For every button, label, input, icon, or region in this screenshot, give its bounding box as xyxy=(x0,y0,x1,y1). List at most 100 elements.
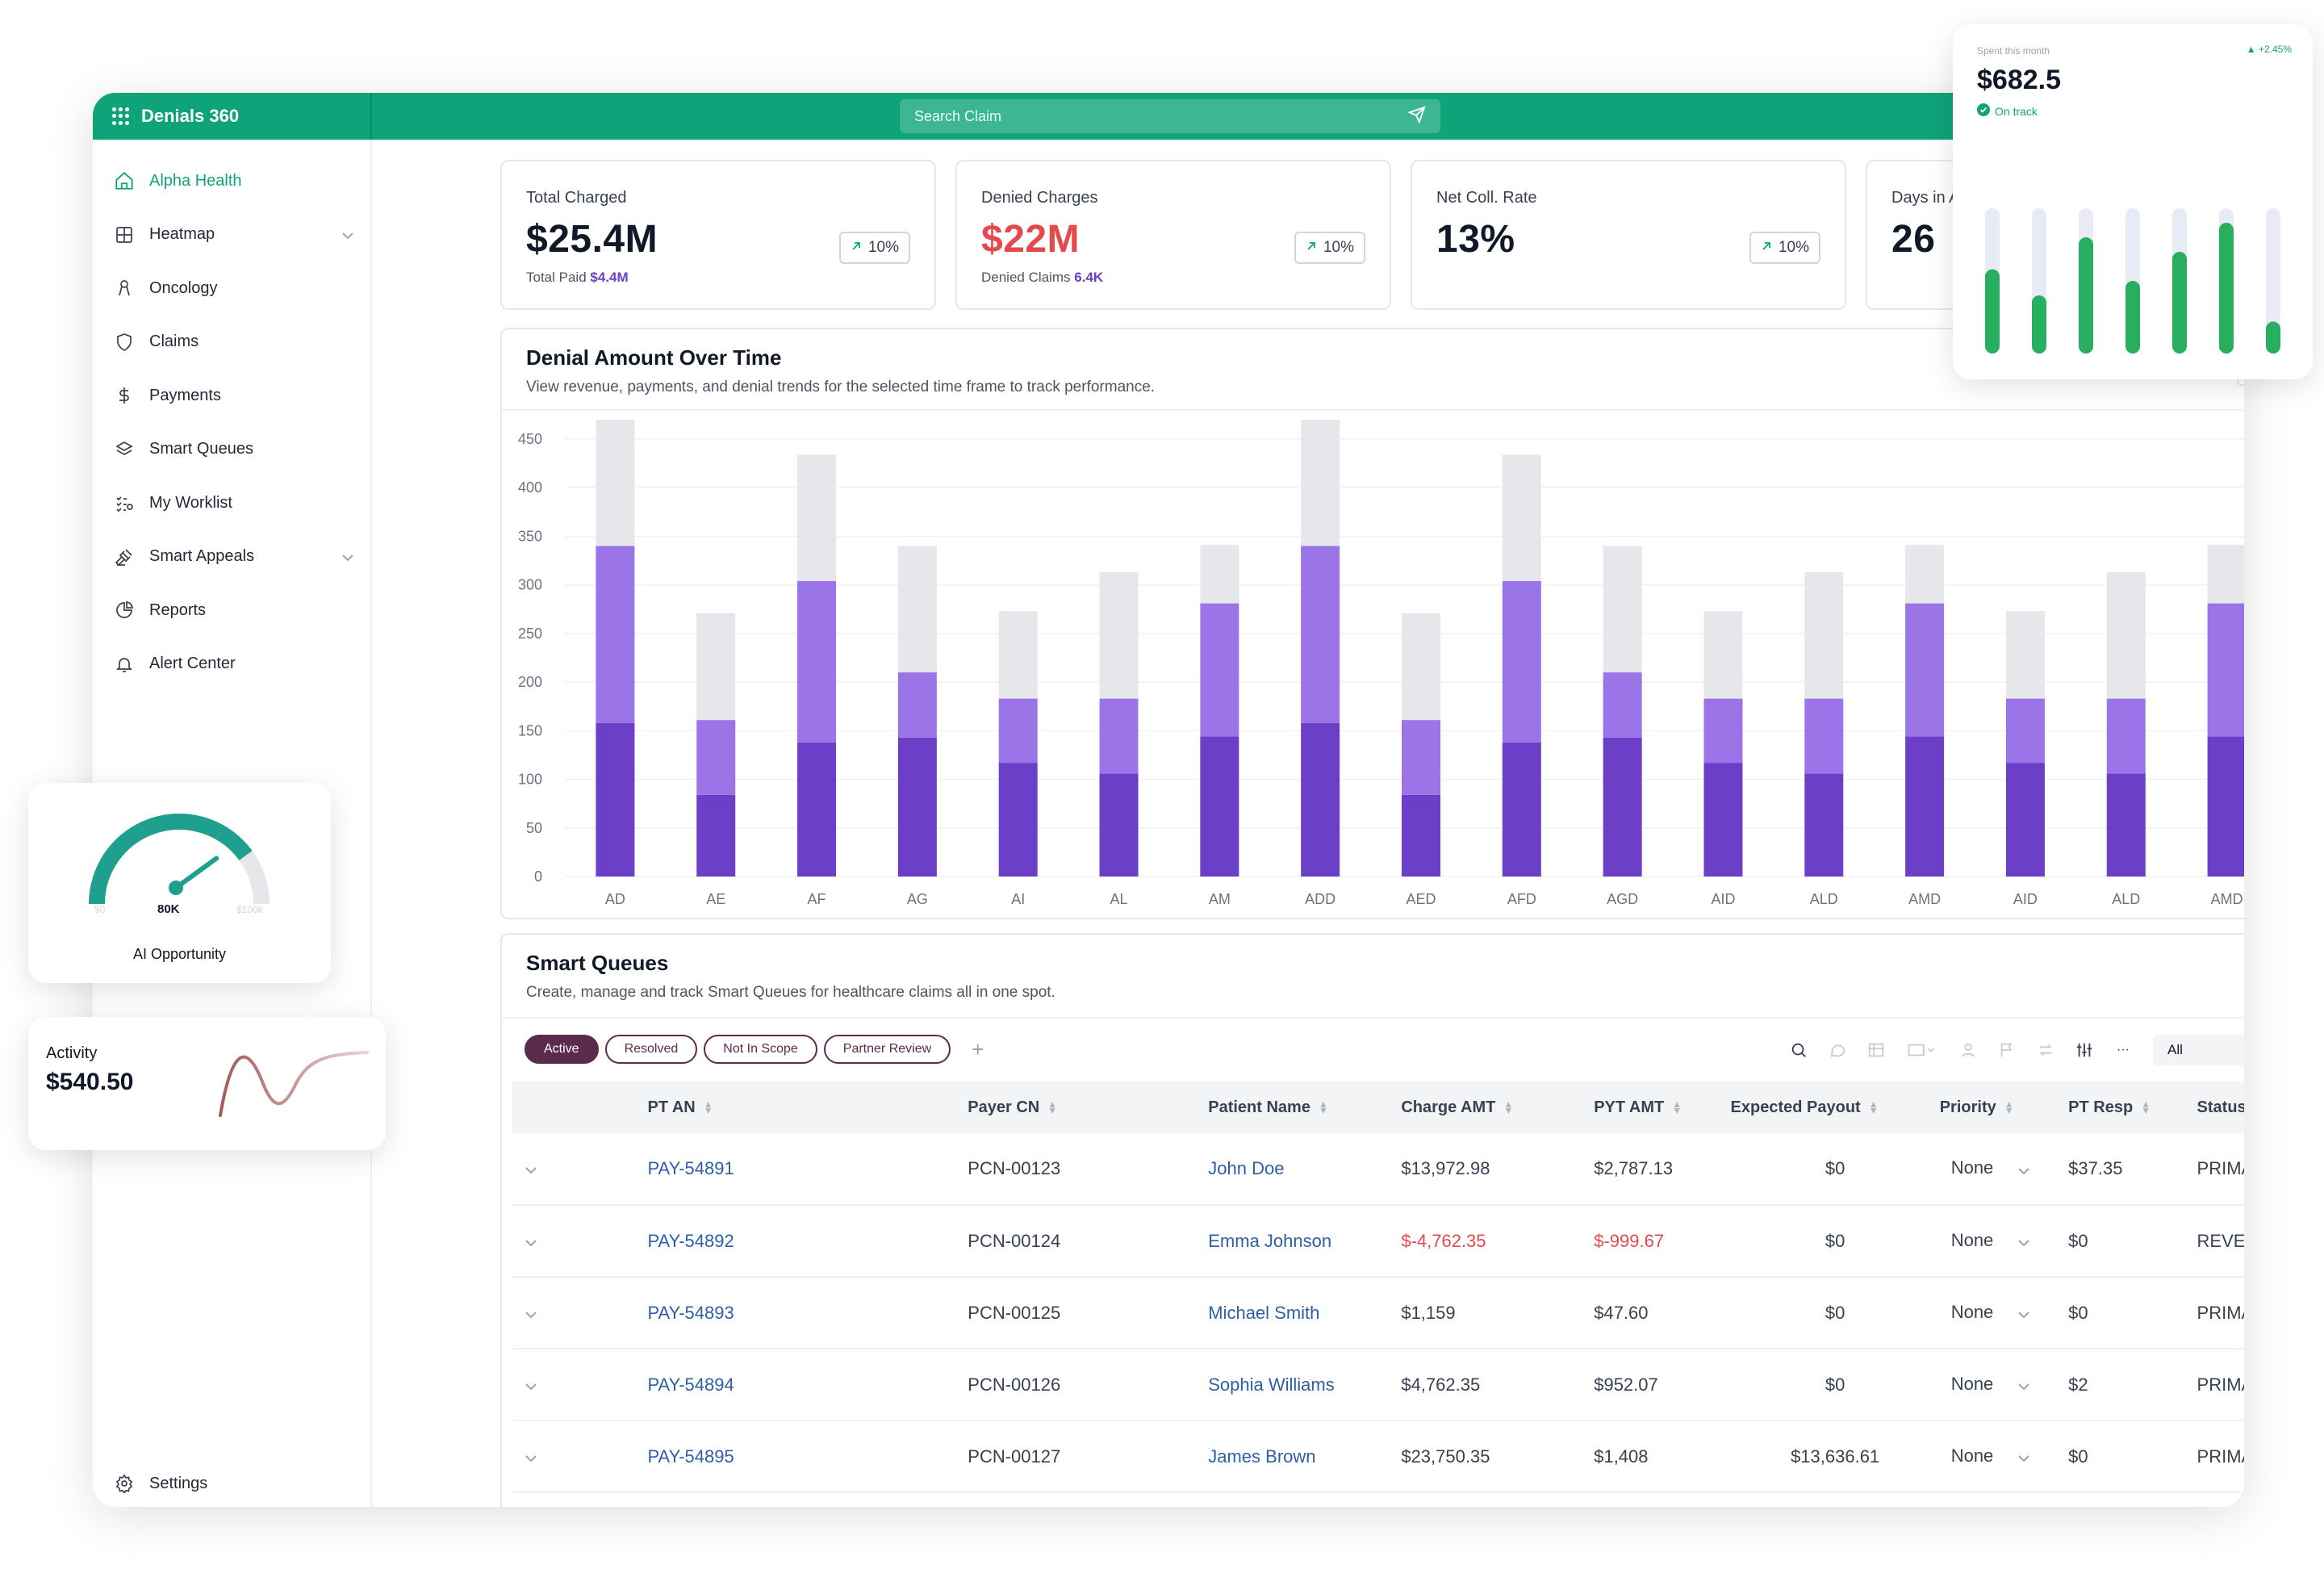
bar-segment-ald-s3[interactable] xyxy=(2106,572,2146,699)
row-expand[interactable] xyxy=(512,1277,647,1349)
chevron-down-icon[interactable] xyxy=(525,1446,537,1467)
bar-segment-al-s2[interactable] xyxy=(1099,698,1139,774)
columns-icon[interactable] xyxy=(1906,1041,1938,1059)
kpi-card-net-coll-rate[interactable]: Net Coll. Rate 13% 10% xyxy=(1411,160,1846,310)
swap-icon[interactable] xyxy=(2037,1041,2054,1059)
more-icon[interactable]: ··· xyxy=(2117,1043,2130,1057)
column-header-patient-name[interactable]: Patient Name ▲ ▼ xyxy=(1208,1082,1401,1133)
chevron-down-icon[interactable] xyxy=(525,1158,537,1178)
bar-segment-afd-s1[interactable] xyxy=(1502,742,1541,877)
table-row[interactable]: PAY-54894 PCN-00126 Sophia Williams $4,762.… xyxy=(512,1349,2244,1421)
bar-segment-aed-s1[interactable] xyxy=(1402,794,1440,877)
column-header-payer-cn[interactable]: Payer CN ▲ ▼ xyxy=(968,1082,1208,1133)
bar-segment-add-s2[interactable] xyxy=(1301,546,1340,723)
sidebar-item-smart-appeals[interactable]: Smart Appeals xyxy=(93,530,370,584)
chevron-down-icon[interactable] xyxy=(341,226,354,245)
bar-segment-ae-s1[interactable] xyxy=(696,794,736,877)
send-icon[interactable] xyxy=(1407,105,1426,128)
bar-segment-af-s1[interactable] xyxy=(797,742,837,877)
bar-segment-ai-s3[interactable] xyxy=(998,611,1038,699)
user-icon[interactable] xyxy=(1959,1041,1977,1059)
sidebar-item-alpha-health[interactable]: Alpha Health xyxy=(93,154,370,208)
bar-segment-ald-s1[interactable] xyxy=(2106,773,2146,877)
sidebar-item-payments[interactable]: Payments xyxy=(93,369,370,423)
chevron-down-icon[interactable] xyxy=(341,548,354,567)
sidebar-item-smart-queues[interactable]: Smart Queues xyxy=(93,423,370,477)
bar-segment-ae-s2[interactable] xyxy=(696,720,736,795)
bar-segment-aid-s1[interactable] xyxy=(2005,763,2045,877)
table-row[interactable]: PAY-54891 PCN-00123 John Doe $13,972.98 $2,7… xyxy=(512,1133,2244,1205)
bar-segment-amd-s3[interactable] xyxy=(1905,545,1945,604)
bar-segment-amd-s1[interactable] xyxy=(2207,736,2244,877)
plus-icon[interactable]: + xyxy=(972,1037,984,1061)
bar-segment-ald-s1[interactable] xyxy=(1804,773,1844,877)
bar-segment-af-s2[interactable] xyxy=(797,580,837,743)
chevron-down-icon[interactable] xyxy=(525,1303,537,1323)
chevron-down-icon[interactable] xyxy=(2017,1446,2030,1467)
bar-segment-amd-s2[interactable] xyxy=(2207,603,2244,737)
cell-patient[interactable]: Sophia Williams xyxy=(1208,1374,1335,1395)
comment-icon[interactable] xyxy=(1829,1041,1846,1059)
cell-pt-an[interactable]: PAY-54892 xyxy=(647,1230,734,1251)
cell-priority[interactable]: None xyxy=(1940,1277,2068,1349)
column-header-expected-payout[interactable]: Expected Payout ▲ ▼ xyxy=(1731,1082,1940,1133)
cell-priority[interactable]: None xyxy=(1940,1349,2068,1421)
bar-segment-ald-s2[interactable] xyxy=(1804,698,1844,774)
bar-segment-am-s1[interactable] xyxy=(1200,736,1239,877)
bar-segment-ag-s3[interactable] xyxy=(897,546,937,673)
bar-segment-agd-s2[interactable] xyxy=(1603,672,1642,738)
column-header-pt-an[interactable]: PT AN ▲ ▼ xyxy=(647,1082,968,1133)
bar-segment-aid-s1[interactable] xyxy=(1703,763,1743,877)
bar-segment-aid-s3[interactable] xyxy=(1703,611,1743,699)
apps-grid-icon[interactable] xyxy=(112,107,130,125)
search-input[interactable] xyxy=(914,107,1366,125)
bar-segment-amd-s1[interactable] xyxy=(1905,736,1945,877)
bar-segment-aid-s2[interactable] xyxy=(2005,698,2045,764)
chevron-down-icon[interactable] xyxy=(2017,1303,2030,1323)
table-icon[interactable] xyxy=(1867,1041,1885,1059)
column-header-pt-resp[interactable]: PT Resp ▲ ▼ xyxy=(2068,1082,2197,1133)
column-header-pyt-amt[interactable]: PYT AMT ▲ ▼ xyxy=(1594,1082,1730,1133)
bar-segment-aid-s3[interactable] xyxy=(2005,611,2045,699)
tab-active[interactable]: Active xyxy=(525,1035,599,1064)
chevron-down-icon[interactable] xyxy=(525,1231,537,1251)
sort-icon[interactable]: ▲ ▼ xyxy=(1318,1098,1328,1117)
bar-segment-amd-s2[interactable] xyxy=(1905,603,1945,737)
bar-segment-ald-s2[interactable] xyxy=(2106,698,2146,774)
bar-segment-ai-s1[interactable] xyxy=(998,763,1038,877)
sidebar-item-settings[interactable]: Settings xyxy=(112,1471,207,1496)
sidebar-item-oncology[interactable]: Oncology xyxy=(93,262,370,316)
row-expand[interactable] xyxy=(512,1421,647,1492)
tab-resolved[interactable]: Resolved xyxy=(604,1035,698,1064)
cell-pt-an[interactable]: PAY-54894 xyxy=(647,1374,734,1395)
sidebar-item-claims[interactable]: Claims xyxy=(93,316,370,370)
sliders-icon[interactable] xyxy=(2075,1041,2093,1059)
bar-segment-ad-s1[interactable] xyxy=(596,722,635,877)
kpi-card-denied-charges[interactable]: Denied Charges $22M Denied Claims 6.4K 10% xyxy=(955,160,1391,310)
bar-segment-al-s1[interactable] xyxy=(1099,773,1139,877)
cell-priority[interactable]: None xyxy=(1940,1133,2068,1205)
chevron-down-icon[interactable] xyxy=(2017,1375,2030,1395)
brand[interactable]: Denials 360 xyxy=(93,93,372,140)
sort-icon[interactable]: ▲ ▼ xyxy=(1868,1098,1879,1117)
bar-segment-am-s2[interactable] xyxy=(1200,603,1239,737)
table-row[interactable]: PAY-54892 PCN-00124 Emma Johnson $-4,762.35… xyxy=(512,1205,2244,1277)
search-icon[interactable] xyxy=(1790,1041,1808,1059)
sort-icon[interactable]: ▲ ▼ xyxy=(1047,1098,1058,1117)
cell-pt-an[interactable]: PAY-54893 xyxy=(647,1302,734,1323)
table-row[interactable]: PAY-54895 PCN-00127 James Brown $23,750.35 $… xyxy=(512,1421,2244,1492)
bar-segment-add-s1[interactable] xyxy=(1301,722,1340,877)
sidebar-item-reports[interactable]: Reports xyxy=(93,584,370,638)
kpi-card-total-charged[interactable]: Total Charged $25.4M Total Paid $4.4M 10% xyxy=(500,160,936,310)
filter-dropdown[interactable]: All xyxy=(2153,1035,2244,1065)
bar-segment-am-s3[interactable] xyxy=(1200,545,1239,604)
search-bar[interactable] xyxy=(900,99,1440,133)
bar-segment-ag-s2[interactable] xyxy=(897,672,937,738)
column-header-status[interactable]: Status▲▼ xyxy=(2197,1082,2244,1133)
bar-segment-al-s3[interactable] xyxy=(1099,572,1139,699)
bar-segment-afd-s2[interactable] xyxy=(1502,580,1541,743)
sort-icon[interactable]: ▲ ▼ xyxy=(703,1098,713,1117)
sort-icon[interactable]: ▲ ▼ xyxy=(2004,1098,2014,1117)
row-expand[interactable] xyxy=(512,1205,647,1277)
cell-patient[interactable]: Michael Smith xyxy=(1208,1302,1320,1323)
